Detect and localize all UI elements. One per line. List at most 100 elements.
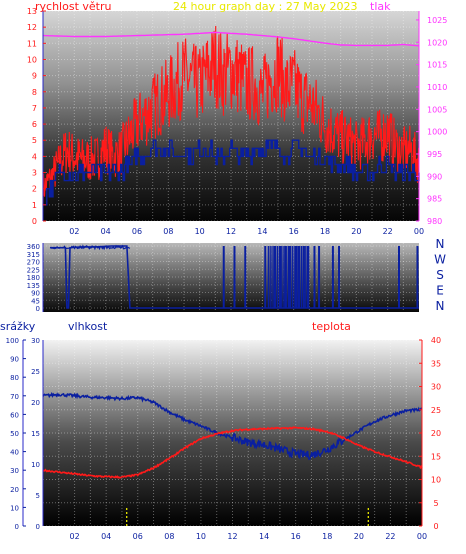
direction-tick-label: 360	[27, 243, 40, 251]
pressure-axis: 980 985 990 995 1000 1005 1010 1015 1020 1025	[416, 16, 447, 226]
temperature-tick-label: 30	[431, 383, 441, 392]
compass-label: N	[436, 237, 445, 251]
wind-pressure-x-tick-label: 22	[383, 227, 393, 236]
pressure-tick-label: 1020	[427, 38, 447, 47]
humidity-temperature-x-tick-label: 18	[322, 532, 332, 541]
humidity-temperature-x-tick-label: 12	[227, 532, 237, 541]
wind-speed-tick-label: 0	[32, 217, 37, 226]
wind-speed-tick-label: 10	[27, 55, 37, 64]
humidity-temperature-x-axis: 02 04 06 08 10 12 14 16 18 20 22 00	[69, 532, 427, 541]
wind-pressure-x-tick-label: 14	[257, 227, 267, 236]
temperature-tick-label: 5	[433, 499, 438, 508]
wind-pressure-series	[42, 25, 420, 206]
pressure-tick-label: 995	[427, 150, 442, 159]
humidity-temperature-grid	[43, 339, 422, 527]
wind-speed-tick-label: 3	[32, 169, 37, 178]
wind-pressure-grid	[43, 10, 419, 222]
wind-pressure-x-tick-label: 06	[132, 227, 142, 236]
rain-tick-label: 0	[15, 523, 19, 531]
pressure-tick-label: 1000	[427, 128, 447, 137]
wind-speed-tick-label: 6	[32, 120, 37, 129]
compass-label: S	[436, 268, 444, 282]
humidity-temperature-x-tick-label: 02	[69, 532, 79, 541]
wind-speed-tick-label: 8	[32, 88, 37, 97]
rain-tick-label: 10	[10, 504, 19, 512]
humidity-temperature-panel: 0 10 20 30 40 50 60 70 80 90 100 0 5 10 15 20 25 30 0 5 10…	[0, 320, 441, 541]
rain-tick-label: 60	[10, 411, 19, 419]
direction-tick-label: 225	[27, 266, 40, 274]
humidity-temperature-x-tick-label: 00	[417, 532, 427, 541]
wind-pressure-x-tick-label: 18	[320, 227, 330, 236]
direction-tick-label: 0	[36, 305, 40, 313]
temperature-tick-label: 20	[431, 429, 441, 438]
direction-tick-label: 45	[31, 297, 40, 305]
humidity-tick-label: 10	[31, 461, 40, 469]
wind-speed-tick-label: 4	[32, 152, 37, 161]
direction-tick-label: 135	[27, 282, 40, 290]
direction-tick-label: 180	[27, 274, 40, 282]
wind-direction-noise	[51, 244, 131, 251]
wind-speed-tick-label: 11	[27, 39, 37, 48]
wind-pressure-x-tick-label: 10	[195, 227, 205, 236]
rain-tick-label: 30	[10, 467, 19, 475]
humidity-temperature-plot-area	[43, 340, 422, 526]
wind-speed-line	[43, 139, 420, 206]
pressure-tick-label: 980	[427, 217, 442, 226]
wind-speed-tick-label: 7	[32, 104, 37, 113]
wind-gust-line	[42, 25, 420, 206]
wind-pressure-x-tick-label: 08	[163, 227, 173, 236]
pressure-line	[43, 31, 420, 47]
wind-pressure-x-tick-label: 04	[101, 227, 111, 236]
temperature-tick-label: 0	[433, 522, 438, 531]
rain-tick-label: 50	[10, 430, 19, 438]
wind-pressure-x-tick-label: 00	[414, 227, 424, 236]
compass-label: E	[436, 284, 444, 298]
wind-direction-series	[50, 244, 419, 309]
chart-title: 24 hour graph day : 27 May 2023	[173, 0, 358, 13]
wind-speed-axis-label: rychlost větru	[35, 0, 111, 13]
humidity-temperature-x-tick-label: 20	[354, 532, 364, 541]
rain-tick-label: 70	[10, 393, 19, 401]
wind-speed-tick-label: 1	[32, 201, 37, 210]
pressure-tick-label: 1005	[427, 105, 447, 114]
humidity-tick-label: 5	[36, 492, 40, 500]
humidity-temperature-series	[42, 391, 423, 526]
direction-tick-label: 270	[27, 259, 40, 267]
humidity-temperature-x-tick-label: 22	[385, 532, 395, 541]
vlhkost-line	[42, 391, 423, 461]
humidity-temperature-x-tick-label: 10	[196, 532, 206, 541]
humidity-axis-label: vlhkost	[68, 320, 108, 333]
humidity-tick-label: 15	[31, 430, 40, 438]
rain-tick-label: 80	[10, 374, 19, 382]
rain-tick-label: 20	[10, 486, 19, 494]
wind-speed-tick-label: 5	[32, 136, 37, 145]
wind-pressure-x-tick-label: 02	[69, 227, 79, 236]
temperature-tick-label: 15	[431, 452, 441, 461]
humidity-tick-label: 0	[36, 523, 40, 531]
pressure-tick-label: 985	[427, 195, 442, 204]
pressure-tick-label: 1015	[427, 61, 447, 70]
pressure-tick-label: 1025	[427, 16, 447, 25]
compass-label: N	[436, 299, 445, 313]
wind-speed-tick-label: 12	[27, 23, 37, 32]
rain-tick-label: 90	[10, 356, 19, 364]
wind-pressure-x-axis: 02 04 06 08 10 12 14 16 18 20 22 00	[69, 227, 424, 236]
temperature-tick-label: 10	[431, 476, 441, 485]
rain-tick-label: 40	[10, 449, 19, 457]
humidity-temperature-x-tick-label: 16	[291, 532, 301, 541]
rain-axis: 0 10 20 30 40 50 60 70 80 90 100	[6, 337, 26, 531]
temperature-tick-label: 25	[431, 406, 441, 415]
wind-pressure-x-tick-label: 16	[289, 227, 299, 236]
wind-speed-tick-label: 13	[27, 7, 37, 16]
temperature-tick-label: 35	[431, 359, 441, 368]
rain-tick-label: 100	[6, 337, 19, 345]
direction-tick-label: 90	[31, 290, 40, 298]
wind-direction-plot-area	[43, 243, 419, 312]
